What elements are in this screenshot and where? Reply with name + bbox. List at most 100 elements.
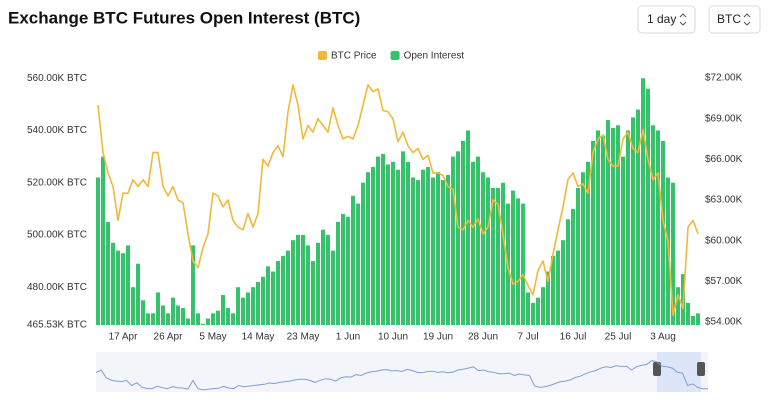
bar xyxy=(206,318,210,325)
bar xyxy=(651,125,655,325)
bar xyxy=(411,177,415,325)
y2-tick-label: $72.00K xyxy=(705,73,743,84)
bar xyxy=(186,318,190,325)
bar xyxy=(111,242,115,325)
navigator-selection[interactable] xyxy=(657,352,701,392)
bar xyxy=(551,255,555,325)
bar xyxy=(571,208,575,325)
y2-tick-label: $69.00K xyxy=(705,113,743,124)
bar xyxy=(581,172,585,325)
bar xyxy=(596,130,600,325)
bar xyxy=(196,313,200,325)
x-tick-label: 23 May xyxy=(287,332,320,343)
bar xyxy=(496,187,500,325)
bar xyxy=(431,177,435,325)
bar xyxy=(441,180,445,325)
bar xyxy=(416,180,420,325)
bar xyxy=(556,250,560,325)
bar xyxy=(671,182,675,325)
bar xyxy=(306,245,310,325)
bar xyxy=(301,234,305,325)
bar xyxy=(696,313,700,325)
bar xyxy=(511,190,515,325)
bar xyxy=(101,156,105,325)
bar xyxy=(546,271,550,325)
bar xyxy=(561,240,565,325)
bar xyxy=(211,313,215,325)
bar xyxy=(181,308,185,325)
bar xyxy=(586,161,590,325)
bar xyxy=(691,315,695,325)
bar xyxy=(336,221,340,325)
bar xyxy=(491,187,495,325)
bar xyxy=(351,195,355,325)
interval-label: 1 day xyxy=(647,12,676,26)
bar xyxy=(116,250,120,325)
bar xyxy=(106,221,110,325)
bar xyxy=(541,287,545,325)
bar xyxy=(636,109,640,325)
bar xyxy=(531,302,535,325)
bar xyxy=(426,167,430,325)
y-tick-label: 540.00K BTC xyxy=(27,125,87,136)
bar xyxy=(481,172,485,325)
bar xyxy=(401,151,405,325)
unit-button[interactable] xyxy=(708,5,761,34)
bar xyxy=(151,313,155,325)
bar xyxy=(226,308,230,325)
bar xyxy=(371,167,375,325)
bar xyxy=(221,295,225,325)
bar xyxy=(246,292,250,325)
bar xyxy=(591,140,595,325)
navigator-line xyxy=(95,360,709,391)
bar xyxy=(331,250,335,325)
bar xyxy=(316,242,320,325)
y2-tick-label: $60.00K xyxy=(705,235,743,246)
bar xyxy=(391,161,395,325)
bar xyxy=(466,130,470,325)
x-tick-label: 1 Jun xyxy=(336,332,360,343)
bar xyxy=(421,169,425,325)
y2-tick-label: $63.00K xyxy=(705,195,743,206)
bar xyxy=(161,305,165,325)
bar xyxy=(451,156,455,325)
bar xyxy=(471,161,475,325)
bar xyxy=(461,140,465,325)
bar xyxy=(311,261,315,325)
interval-button[interactable] xyxy=(637,5,696,34)
bar xyxy=(131,287,135,325)
bar xyxy=(566,219,570,325)
bar xyxy=(171,297,175,325)
bar xyxy=(381,153,385,325)
bar xyxy=(201,323,205,325)
bar xyxy=(396,169,400,325)
bar xyxy=(326,234,330,325)
y2-tick-label: $66.00K xyxy=(705,154,743,165)
bar xyxy=(601,135,605,325)
bar xyxy=(631,117,635,325)
x-tick-label: 28 Jun xyxy=(468,332,498,343)
bar xyxy=(141,300,145,325)
bar xyxy=(686,302,690,325)
bar xyxy=(446,174,450,325)
navigator-handle[interactable] xyxy=(653,362,661,376)
x-tick-label: 10 Jun xyxy=(378,332,408,343)
x-tick-label: 3 Aug xyxy=(650,332,676,343)
bar xyxy=(641,78,645,325)
x-tick-label: 14 May xyxy=(242,332,275,343)
bar xyxy=(191,245,195,325)
y2-tick-label: $54.00K xyxy=(705,317,743,328)
legend-swatch xyxy=(390,51,400,60)
bar xyxy=(661,140,665,325)
bar xyxy=(341,214,345,325)
bar xyxy=(476,156,480,325)
unit-label: BTC xyxy=(717,12,741,26)
bar xyxy=(216,310,220,325)
legend-label: BTC Price xyxy=(331,51,377,62)
bar xyxy=(676,287,680,325)
bar xyxy=(626,130,630,325)
x-tick-label: 26 Apr xyxy=(154,332,184,343)
y2-tick-label: $57.00K xyxy=(705,276,743,287)
x-tick-label: 16 Jul xyxy=(560,332,587,343)
navigator-handle[interactable] xyxy=(697,362,705,376)
